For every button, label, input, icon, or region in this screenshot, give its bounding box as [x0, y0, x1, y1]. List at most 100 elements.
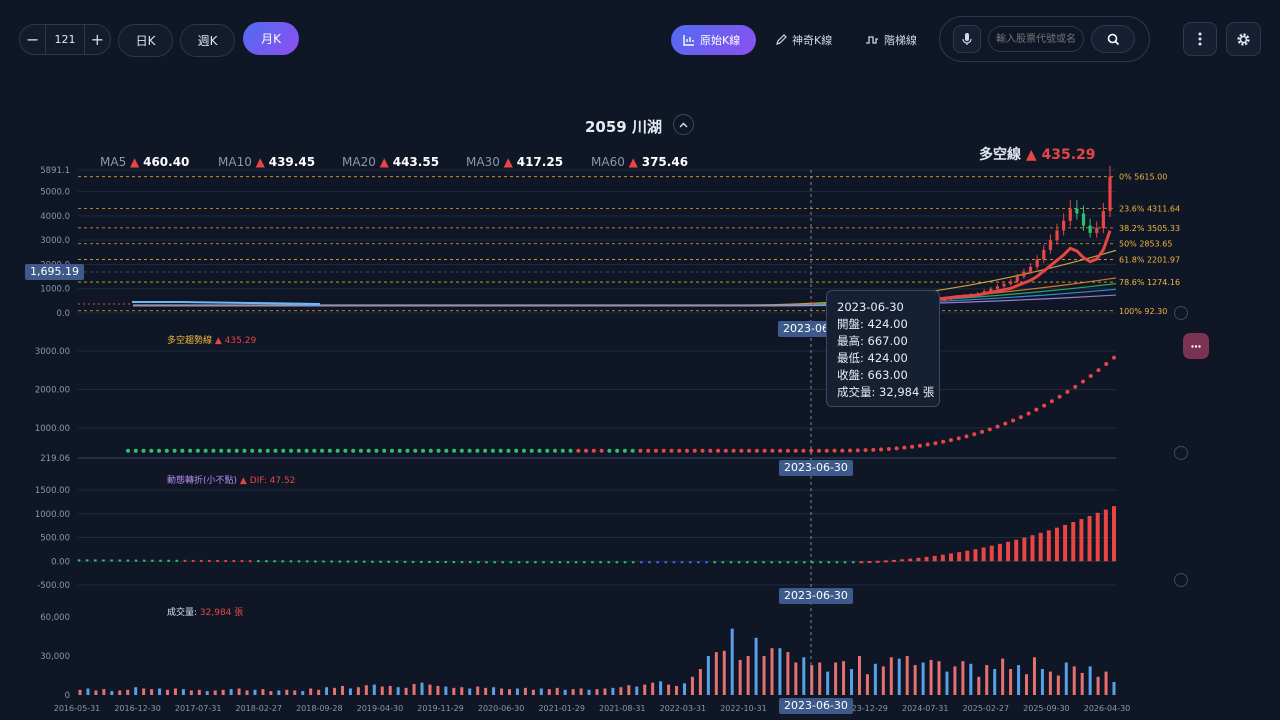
momentum-bar: [248, 560, 252, 563]
volume-bar: [221, 689, 225, 695]
more-options-button[interactable]: [1183, 22, 1217, 56]
trend-dot: [716, 448, 721, 453]
momentum-bar: [403, 560, 407, 563]
ohlc-tooltip: 2023-06-30 開盤: 424.00 最高: 667.00 最低: 424…: [826, 290, 940, 407]
candle-body: [1042, 249, 1046, 260]
ma10-legend: MA10 ▲ 439.45: [218, 155, 316, 169]
trend-dot: [397, 448, 402, 453]
volume-bar: [1112, 682, 1116, 695]
pane-toggle-momentum[interactable]: [1174, 573, 1188, 587]
volume-bar: [269, 691, 273, 695]
trend-dot: [840, 448, 845, 453]
trend-dot: [723, 448, 728, 453]
stock-search-input[interactable]: [988, 26, 1084, 52]
momentum-bar: [1030, 535, 1035, 562]
momentum-bar: [965, 550, 970, 562]
trend-dot: [809, 448, 814, 453]
trend-dot: [1112, 355, 1116, 360]
momentum-bar: [436, 561, 439, 564]
pane-toggle-trend[interactable]: [1174, 446, 1188, 460]
volume-bar: [452, 687, 456, 695]
momentum-bar: [167, 559, 170, 562]
momentum-bar: [93, 559, 97, 562]
volume-bar: [94, 690, 98, 695]
volume-bar: [508, 689, 512, 695]
momentum-bar: [883, 560, 888, 563]
trend-dot: [964, 434, 969, 439]
momentum-bar: [1103, 509, 1108, 562]
pane-menu-button[interactable]: [1183, 333, 1209, 359]
volume-bar: [237, 688, 241, 695]
volume-bar: [412, 683, 416, 695]
decrease-button[interactable]: −: [26, 30, 40, 49]
trend-dot: [576, 448, 581, 453]
x-tick-label: 2018-09-28: [296, 704, 343, 713]
momentum-pane-label: 動態轉折(小不點) ▲ DIF: 47.52: [167, 476, 296, 486]
volume-bar: [818, 662, 822, 695]
search-button[interactable]: [1091, 25, 1135, 53]
momentum-bar: [754, 561, 757, 564]
settings-button[interactable]: [1226, 22, 1261, 56]
mode-tab-step-line[interactable]: 階梯線: [865, 25, 917, 55]
candle-body: [1081, 213, 1086, 226]
volume-bar: [754, 637, 758, 695]
trend-dot: [661, 448, 666, 453]
trend-dot: [747, 448, 752, 453]
volume-bar: [651, 682, 655, 695]
momentum-bar: [916, 557, 921, 562]
fibonacci-label: 38.2% 3505.33: [1119, 224, 1180, 233]
volume-bar: [921, 662, 925, 695]
period-tab-day[interactable]: 日K: [118, 24, 173, 57]
candle-body: [810, 303, 814, 305]
trend-dot: [459, 448, 464, 453]
collapse-title-button[interactable]: [673, 114, 694, 135]
fibonacci-label: 61.8% 2201.97: [1119, 256, 1180, 265]
zoom-value[interactable]: 121: [45, 25, 85, 54]
period-tab-month[interactable]: 月K: [243, 22, 299, 55]
volume-bar: [1025, 674, 1029, 695]
trend-dot: [1057, 394, 1062, 399]
trend-dot: [646, 448, 651, 453]
fibonacci-label: 50% 2853.65: [1119, 240, 1172, 249]
momentum-bar: [680, 561, 684, 564]
trend-dot: [514, 448, 519, 453]
volume-bar: [325, 687, 329, 695]
trend-dot: [871, 447, 876, 452]
tooltip-open: 開盤: 424.00: [837, 317, 908, 331]
volume-bar: [1048, 671, 1052, 695]
volume-bar: [1032, 657, 1036, 695]
trend-dot: [793, 448, 798, 453]
volume-bar: [86, 688, 90, 695]
trend-dot: [444, 448, 449, 453]
momentum-bar: [452, 561, 456, 564]
period-tab-week[interactable]: 週K: [180, 24, 235, 57]
volume-bar: [515, 688, 519, 695]
candle-body: [1002, 283, 1006, 287]
mode-label: 原始K線: [700, 34, 741, 47]
momentum-bar: [175, 559, 179, 562]
mode-tab-magic-kline[interactable]: 神奇K線: [775, 25, 832, 55]
trend-dot: [327, 448, 332, 453]
momentum-bar: [811, 561, 814, 564]
trend-dot: [343, 448, 348, 453]
volume-bar: [165, 689, 169, 695]
trend-dot: [133, 448, 138, 453]
trend-dot: [832, 448, 837, 453]
increase-button[interactable]: +: [90, 30, 104, 49]
volume-bar: [261, 689, 265, 695]
mic-button[interactable]: [953, 25, 981, 53]
trend-dot: [917, 443, 922, 448]
mode-tab-raw-kline[interactable]: 原始K線: [671, 25, 756, 55]
volume-bar: [929, 659, 933, 695]
volume-bar: [333, 687, 337, 695]
x-tick-label: 2025-02-27: [963, 704, 1010, 713]
momentum-bar: [851, 561, 855, 564]
pane-toggle-main[interactable]: [1174, 306, 1188, 320]
y-tick-label: 0.0: [56, 309, 70, 319]
volume-bar: [277, 690, 281, 695]
trend-dot: [824, 448, 829, 453]
volume-bar: [881, 666, 885, 695]
trend-dot: [1096, 368, 1101, 373]
momentum-bar: [346, 560, 350, 563]
